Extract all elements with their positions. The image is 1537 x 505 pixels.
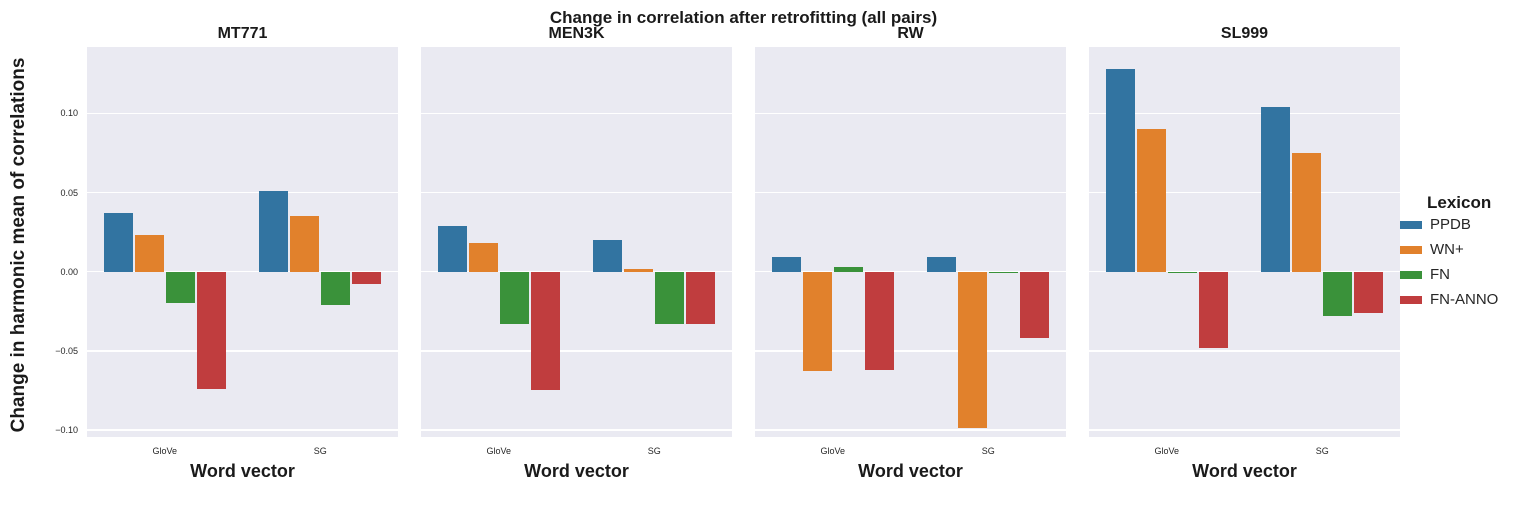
x-tick-label-sg: SG xyxy=(1315,446,1329,456)
bar-wn-glove xyxy=(468,243,498,272)
x-tick-label-glove: GloVe xyxy=(152,446,178,456)
x-axis-label: Word vector xyxy=(1192,461,1297,481)
gridline xyxy=(755,429,1066,431)
legend-swatch-ppdb xyxy=(1400,220,1422,229)
bar-fn-glove xyxy=(165,271,195,304)
bar-fn-glove xyxy=(833,266,863,272)
legend-entry-wn: WN+ xyxy=(1400,241,1498,258)
facet-panel-rw xyxy=(755,47,1066,437)
gridline xyxy=(421,191,732,194)
bar-ppdb-glove xyxy=(103,213,133,272)
bar-wn-glove xyxy=(134,235,164,272)
gridline xyxy=(755,270,1066,273)
gridline xyxy=(421,429,732,431)
bar-wn-sg xyxy=(958,271,988,429)
bar-wn-sg xyxy=(290,216,320,272)
x-tick-label-sg: SG xyxy=(313,446,327,456)
x-tick-label-glove: GloVe xyxy=(1154,446,1180,456)
bar-ppdb-sg xyxy=(1261,107,1291,272)
bar-ppdb-glove xyxy=(1105,69,1135,272)
gridline xyxy=(421,112,732,115)
gridline xyxy=(755,350,1066,352)
bar-fn-sg xyxy=(655,271,685,324)
gridline xyxy=(87,350,398,352)
gridline xyxy=(755,112,1066,115)
bar-fn-sg xyxy=(321,271,351,305)
bar-fn-sg xyxy=(1323,271,1353,316)
y-tick-label: −0.10 xyxy=(55,424,78,435)
legend-swatch-fn xyxy=(1400,270,1422,279)
gridline xyxy=(87,112,398,115)
bar-fn-anno-sg xyxy=(686,271,716,324)
legend-label: WN+ xyxy=(1430,241,1464,258)
legend-label: FN xyxy=(1430,266,1450,283)
bar-wn-glove xyxy=(802,271,832,372)
x-tick-label-glove: GloVe xyxy=(486,446,512,456)
facet-panel-mt771 xyxy=(87,47,398,437)
gridline xyxy=(1089,350,1400,352)
bar-ppdb-sg xyxy=(927,257,957,272)
gridline xyxy=(87,270,398,273)
legend-title: Lexicon xyxy=(1427,193,1492,212)
bar-ppdb-glove xyxy=(771,257,801,272)
bar-ppdb-sg xyxy=(593,240,623,272)
legend-swatch-fn-anno xyxy=(1400,295,1422,304)
x-tick-label-sg: SG xyxy=(647,446,661,456)
bar-ppdb-glove xyxy=(437,225,467,272)
facet-title-mt771: MT771 xyxy=(217,25,268,42)
bar-fn-anno-glove xyxy=(530,271,560,391)
bar-fn-anno-sg xyxy=(352,271,382,285)
x-axis-label: Word vector xyxy=(524,461,629,481)
bar-ppdb-sg xyxy=(259,190,289,272)
gridline xyxy=(87,191,398,194)
legend-entry-fn: FN xyxy=(1400,266,1498,283)
y-tick-label: −0.05 xyxy=(55,345,78,356)
x-tick-label-glove: GloVe xyxy=(820,446,846,456)
bar-wn-sg xyxy=(1292,153,1322,272)
gridline xyxy=(755,191,1066,194)
bar-fn-anno-glove xyxy=(196,271,226,389)
gridline xyxy=(87,429,398,431)
y-axis-label: Change in harmonic mean of correlations xyxy=(8,57,29,433)
bar-wn-sg xyxy=(624,268,654,272)
gridline xyxy=(421,270,732,273)
facet-title-men3k: MEN3K xyxy=(548,25,605,42)
gridline xyxy=(421,350,732,352)
legend-entry-ppdb: PPDB xyxy=(1400,216,1498,233)
bar-fn-anno-glove xyxy=(1198,271,1228,348)
gridline xyxy=(1089,429,1400,431)
bar-fn-anno-glove xyxy=(864,271,894,370)
facet-title-sl999: SL999 xyxy=(1220,25,1269,42)
facet-title-rw: RW xyxy=(897,25,924,42)
x-tick-label-sg: SG xyxy=(981,446,995,456)
x-axis-label: Word vector xyxy=(190,461,295,481)
legend-label: PPDB xyxy=(1430,216,1471,233)
bar-fn-sg xyxy=(989,271,1019,274)
legend-label: FN-ANNO xyxy=(1430,291,1499,308)
facet-panel-sl999 xyxy=(1089,47,1400,437)
bar-wn-glove xyxy=(1136,129,1166,272)
gridline xyxy=(1089,270,1400,273)
bar-fn-glove xyxy=(499,271,529,324)
legend-entry-fn-anno: FN-ANNO xyxy=(1400,291,1498,308)
y-tick-label: 0.10 xyxy=(60,108,78,119)
gridline xyxy=(1089,112,1400,115)
x-axis-label: Word vector xyxy=(858,461,963,481)
facet-panel-men3k xyxy=(421,47,732,437)
legend-swatch-wn xyxy=(1400,245,1422,254)
bar-fn-glove xyxy=(1167,271,1197,274)
y-tick-label: 0.05 xyxy=(60,187,78,198)
gridline xyxy=(1089,191,1400,194)
bar-fn-anno-sg xyxy=(1354,271,1384,313)
legend-entries: PPDB WN+ FN FN-ANNO xyxy=(1400,216,1498,308)
bar-fn-anno-sg xyxy=(1020,271,1050,339)
chart-title: Change in correlation after retrofitting… xyxy=(549,8,938,27)
y-tick-label: 0.00 xyxy=(60,266,78,277)
